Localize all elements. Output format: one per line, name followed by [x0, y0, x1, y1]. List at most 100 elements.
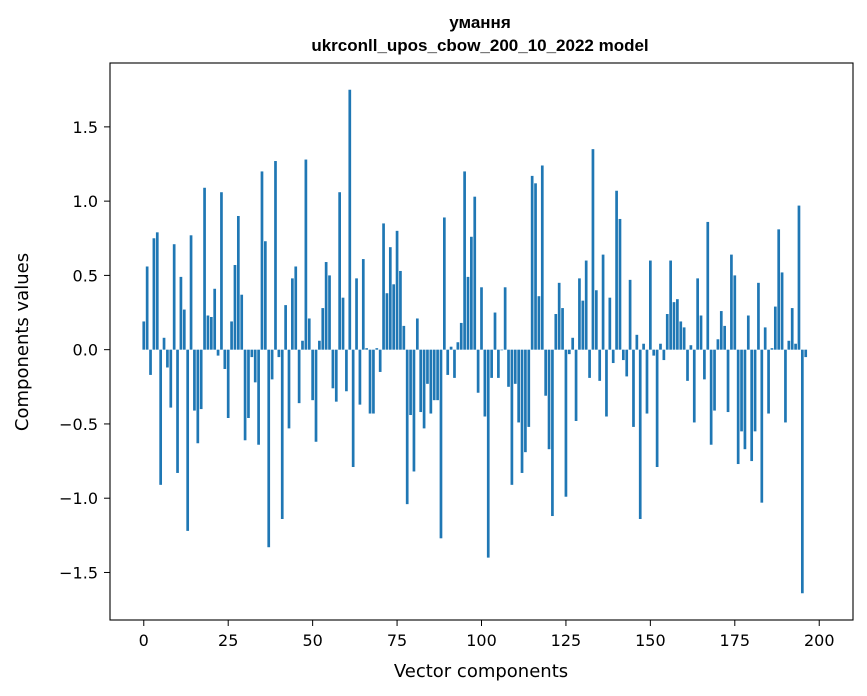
bar-193 — [794, 343, 797, 350]
bar-155 — [665, 314, 669, 350]
bar-24 — [223, 349, 227, 369]
bar-144 — [628, 279, 632, 350]
bar-62 — [351, 349, 355, 468]
bar-139 — [611, 349, 615, 364]
bar-117 — [537, 296, 541, 350]
bar-45 — [294, 266, 298, 350]
y-axis-label: Components values — [12, 253, 33, 431]
x-tick-label: 25 — [218, 631, 238, 650]
bar-103 — [490, 349, 493, 378]
bar-183 — [760, 349, 764, 503]
bar-136 — [601, 254, 605, 350]
bar-116 — [534, 183, 537, 350]
bar-34 — [257, 349, 260, 445]
bar-98 — [473, 196, 477, 350]
bar-166 — [703, 349, 706, 380]
bar-105 — [497, 349, 500, 378]
bar-70 — [378, 349, 382, 372]
bar-17 — [199, 349, 203, 410]
bar-123 — [557, 282, 561, 350]
bar-86 — [432, 349, 436, 401]
y-tick-label: −1.0 — [59, 489, 98, 508]
bar-23 — [220, 192, 223, 350]
bar-143 — [625, 349, 629, 377]
bar-90 — [446, 349, 450, 375]
bar-32 — [250, 349, 254, 358]
bar-4 — [155, 232, 159, 350]
x-tick-label: 100 — [466, 631, 497, 650]
bar-18 — [203, 187, 206, 350]
bar-61 — [348, 89, 352, 350]
bar-40 — [277, 349, 281, 358]
bar-156 — [669, 260, 672, 350]
bar-113 — [524, 349, 527, 453]
bar-132 — [588, 349, 591, 378]
bar-10 — [176, 349, 179, 473]
x-axis-label: Vector components — [394, 661, 568, 682]
bar-44 — [291, 278, 294, 350]
bar-165 — [699, 315, 703, 350]
bar-175 — [733, 275, 737, 350]
bar-58 — [338, 192, 341, 350]
bar-106 — [500, 349, 504, 351]
bar-11 — [179, 276, 183, 350]
bar-100 — [480, 287, 483, 350]
bar-107 — [503, 287, 507, 350]
bar-68 — [372, 349, 375, 414]
bar-0 — [142, 321, 146, 350]
bar-176 — [736, 349, 740, 465]
bar-185 — [767, 349, 770, 414]
bar-63 — [355, 278, 358, 350]
bar-194 — [797, 205, 801, 350]
bar-99 — [476, 349, 480, 393]
y-tick-label: −0.5 — [59, 415, 98, 434]
bar-186 — [770, 348, 774, 350]
bar-66 — [365, 348, 369, 350]
bar-2 — [149, 349, 152, 375]
bar-158 — [676, 299, 679, 350]
chart-subtitle: ukrconll_upos_cbow_200_10_2022 model — [311, 36, 648, 55]
bar-147 — [638, 349, 642, 519]
y-axis: −1.5 −1.0 −0.5 0.0 0.5 1.0 1.5 — [59, 118, 110, 582]
bar-43 — [287, 349, 291, 429]
bar-39 — [274, 161, 277, 350]
chart-title: умання — [449, 13, 511, 32]
bar-109 — [510, 349, 514, 485]
bar-73 — [388, 247, 392, 350]
bar-151 — [652, 349, 656, 356]
bar-71 — [382, 223, 385, 350]
bar-172 — [723, 325, 727, 350]
bar-46 — [297, 349, 301, 404]
x-tick-label: 0 — [139, 631, 149, 650]
bar-77 — [402, 325, 406, 350]
bar-173 — [726, 349, 730, 413]
bar-55 — [328, 275, 331, 350]
bar-26 — [230, 321, 233, 350]
bar-159 — [679, 321, 683, 350]
bar-188 — [777, 229, 781, 350]
bar-111 — [517, 349, 520, 423]
bar-47 — [301, 340, 304, 350]
bar-85 — [429, 349, 433, 414]
bar-104 — [493, 312, 497, 350]
bar-31 — [247, 349, 250, 418]
bar-33 — [253, 349, 257, 383]
bar-38 — [270, 349, 274, 380]
bar-184 — [763, 327, 767, 350]
bar-9 — [172, 244, 176, 350]
bar-74 — [392, 284, 396, 350]
bar-108 — [507, 349, 510, 387]
bar-114 — [527, 349, 531, 427]
bar-29 — [240, 294, 244, 350]
bar-30 — [243, 349, 247, 441]
bars-group — [142, 89, 808, 594]
bar-64 — [358, 349, 362, 405]
x-axis: 0 25 50 75 100 125 150 175 200 — [139, 620, 835, 650]
bar-22 — [216, 349, 220, 356]
bar-145 — [632, 349, 635, 427]
bar-120 — [547, 349, 551, 450]
bar-67 — [368, 349, 372, 414]
bar-138 — [608, 297, 612, 350]
bar-20 — [209, 316, 213, 350]
bar-91 — [449, 346, 453, 350]
